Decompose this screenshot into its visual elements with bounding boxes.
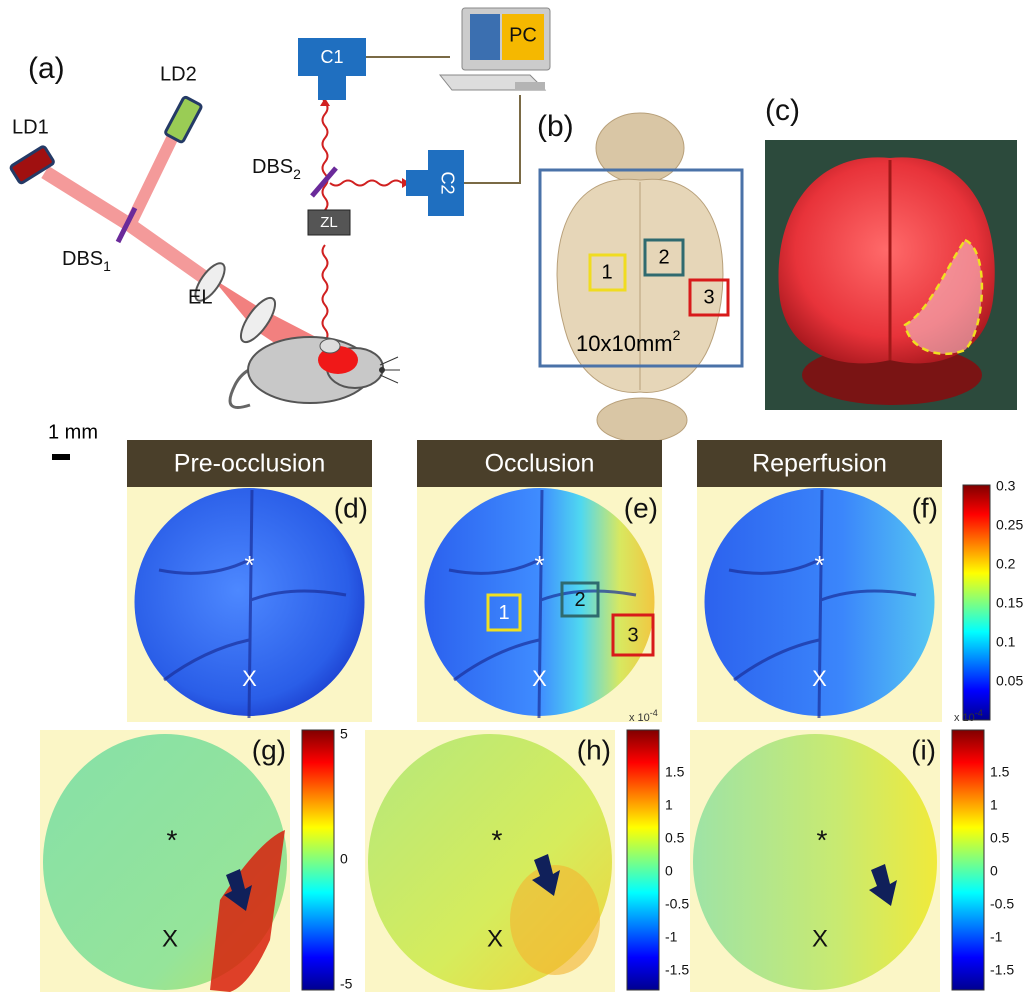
- marker-label: X: [242, 666, 257, 691]
- panel-label: (g): [252, 734, 286, 765]
- region-label: 3: [703, 286, 714, 308]
- colorbar-tick-label: -1: [665, 929, 678, 945]
- colorbar-tick-label: 0.15: [996, 595, 1023, 611]
- marker-label: X: [487, 925, 503, 952]
- colorbar-tick-label: 0.5: [665, 830, 685, 846]
- panel-label: (i): [911, 734, 936, 765]
- colorbar-tick-label: -1.5: [665, 962, 689, 978]
- panel-label: (h): [577, 734, 611, 765]
- dbs1-label: DBS1: [62, 248, 111, 273]
- marker-label: X: [812, 925, 828, 952]
- colorbar-tick-label: 0.25: [996, 517, 1023, 533]
- colorbar-tick-label: 0.3: [996, 478, 1016, 494]
- region-label: 2: [658, 246, 669, 268]
- optical-path: ZL C1 C2 PC: [10, 8, 550, 408]
- marker-label: *: [817, 824, 828, 855]
- colorbar-tick-label: -5: [340, 976, 353, 992]
- brain-photo: [765, 140, 1017, 410]
- marker-label: X: [532, 666, 547, 691]
- colorbar: [963, 485, 990, 720]
- colorbar-tick-label: -1.5: [990, 962, 1014, 978]
- marker-label: *: [492, 824, 503, 855]
- c1-label: C1: [320, 47, 343, 67]
- panel-label: (b): [537, 110, 574, 143]
- panel-label: (a): [28, 52, 65, 85]
- roi-size-sup: 2: [673, 327, 681, 343]
- roi-size-text: 10x10mm: [576, 331, 673, 356]
- colorbar-tick-label: 0: [990, 863, 998, 879]
- roi-size: 10x10mm2: [576, 327, 681, 356]
- region-label: 1: [498, 602, 509, 624]
- colorbar-tick-label: -0.5: [990, 896, 1014, 912]
- panel-label: (d): [334, 492, 368, 523]
- panel-title: Occlusion: [485, 450, 595, 478]
- dbs1-text: DBS: [62, 248, 103, 270]
- dbs1-sub: 1: [103, 258, 111, 274]
- panel-title: Reperfusion: [752, 450, 887, 478]
- dbs2-label: DBS2: [252, 156, 301, 181]
- colorbar: [627, 730, 659, 990]
- colorbar-tick-label: 5: [340, 726, 348, 742]
- figure: (a) LD1 LD2 ZL C1 C2 PC: [0, 0, 1030, 995]
- colorbar-tick-label: 0.5: [990, 830, 1010, 846]
- region-label: 1: [601, 261, 612, 283]
- region-label: 3: [627, 624, 638, 646]
- marker-label: X: [162, 925, 178, 952]
- panel-label: (f): [912, 492, 938, 523]
- brain-illustration: [557, 113, 723, 442]
- colorbar-tick-label: 1: [665, 797, 673, 813]
- colorbar-tick-label: 1.5: [665, 764, 685, 780]
- panel-title: Pre-occlusion: [174, 450, 325, 478]
- exponent-base: x 10: [629, 712, 650, 724]
- colorbar-tick-label: 1.5: [990, 764, 1010, 780]
- colorbar-tick-label: 0.05: [996, 673, 1023, 689]
- region-label: 2: [574, 589, 585, 611]
- panel-label: (c): [765, 94, 800, 127]
- colorbar-tick-label: 1: [990, 797, 998, 813]
- c2-label: C2: [437, 171, 457, 194]
- panel-label: (e): [624, 492, 658, 523]
- colorbar: [302, 730, 334, 990]
- exponent-base: x 10: [954, 712, 975, 724]
- colorbar-tick-label: -1: [990, 929, 1003, 945]
- ld2-label: LD2: [160, 63, 197, 85]
- colorbar-tick-label: 0.1: [996, 634, 1016, 650]
- marker-label: *: [814, 550, 824, 580]
- marker-label: *: [534, 550, 544, 580]
- exponent-power: -4: [650, 708, 658, 718]
- pc-label: PC: [509, 24, 537, 46]
- dbs2-sub: 2: [293, 166, 301, 182]
- scale-bar-label: 1 mm: [48, 421, 98, 443]
- marker-label: X: [812, 666, 827, 691]
- ld1-label: LD1: [12, 116, 49, 138]
- colorbar: [952, 730, 984, 990]
- zl-label: ZL: [320, 214, 338, 231]
- colorbar-tick-label: 0: [340, 851, 348, 867]
- scale-bar: [52, 454, 70, 460]
- exponent-power: -4: [975, 708, 983, 718]
- colorbar-tick-label: -0.5: [665, 896, 689, 912]
- marker-label: *: [167, 824, 178, 855]
- colorbar-tick-label: 0: [665, 863, 673, 879]
- dbs2-text: DBS: [252, 156, 293, 178]
- colorbar-tick-label: 0.2: [996, 556, 1016, 572]
- marker-label: *: [244, 550, 254, 580]
- el-label: EL: [188, 286, 212, 308]
